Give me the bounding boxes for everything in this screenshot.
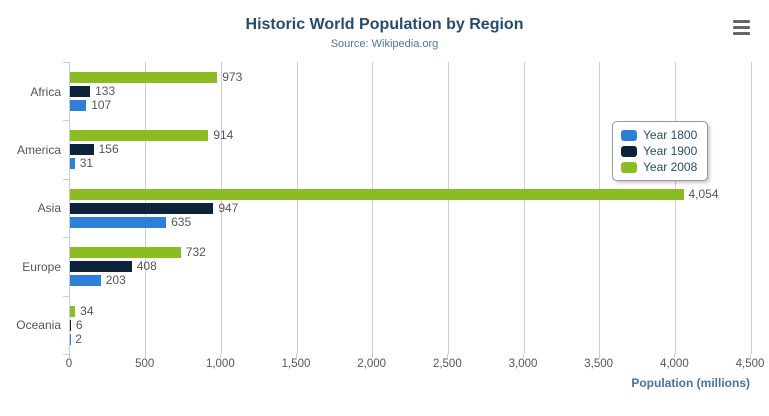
category-axis-tick	[63, 354, 69, 355]
data-label: 34	[80, 303, 94, 318]
legend-item-year-1900[interactable]: Year 1900	[621, 143, 697, 159]
x-axis-tick	[69, 354, 70, 358]
x-axis-tick	[371, 354, 373, 358]
legend-label: Year 1900	[643, 144, 698, 158]
bar-asia-year-2008[interactable]	[70, 188, 684, 200]
category-axis-tick	[63, 296, 69, 297]
x-axis-tick-label: 4,500	[735, 358, 765, 370]
gridline	[447, 62, 449, 354]
data-label: 973	[222, 70, 243, 84]
bar-oceania-year-2008[interactable]	[70, 305, 76, 317]
data-label: 6	[75, 317, 83, 332]
bar-africa-year-1900[interactable]	[70, 86, 91, 97]
bar-asia-year-1900[interactable]	[70, 202, 214, 214]
export-menu-button[interactable]	[733, 20, 750, 35]
x-axis-tick-label: 4,000	[659, 358, 689, 370]
hamburger-icon	[733, 20, 750, 23]
x-axis-tick	[523, 354, 524, 358]
category-axis-tick	[63, 120, 69, 121]
x-axis-tick-label: 2,000	[357, 358, 387, 370]
legend-item-year-1800[interactable]: Year 1800	[621, 127, 697, 143]
data-label: 947	[218, 200, 239, 215]
data-label: 914	[213, 128, 234, 143]
x-axis-tick	[296, 354, 297, 358]
legend-swatch	[621, 145, 637, 157]
x-axis-tick	[144, 354, 146, 358]
legend-item-year-2008[interactable]: Year 2008	[621, 159, 697, 175]
x-axis-tick-label: 1,000	[205, 358, 235, 370]
bar-america-year-1800[interactable]	[70, 158, 75, 170]
data-label: 2	[75, 331, 82, 346]
gridline	[599, 62, 601, 354]
legend-swatch	[621, 161, 637, 173]
category-axis-tick	[63, 62, 69, 63]
legend-swatch	[621, 129, 637, 141]
x-axis-tick-label: 500	[135, 358, 155, 370]
gridline	[750, 62, 752, 354]
chart-subtitle: Source: Wikipedia.org	[330, 38, 439, 50]
data-label: 732	[185, 245, 206, 260]
bar-africa-year-2008[interactable]	[70, 72, 218, 83]
data-label: 4,054	[688, 186, 719, 201]
data-label: 635	[171, 214, 192, 229]
bar-europe-year-1900[interactable]	[70, 261, 132, 273]
data-label: 133	[95, 84, 116, 98]
x-axis-tick-label: 3,500	[584, 358, 614, 370]
gridline	[372, 62, 374, 354]
data-label: 408	[136, 259, 157, 274]
category-label: Asia	[37, 201, 61, 216]
bar-africa-year-1800[interactable]	[70, 100, 87, 111]
bar-america-year-2008[interactable]	[70, 130, 209, 142]
x-axis-tick-label: 2,500	[432, 358, 462, 370]
legend-label: Year 2008	[643, 160, 698, 174]
category-label: America	[16, 142, 61, 157]
category-label: Africa	[30, 84, 61, 99]
legend: Year 1800 Year 1900 Year 2008	[612, 121, 709, 181]
bar-europe-year-1800[interactable]	[70, 275, 101, 287]
data-label: 203	[105, 273, 126, 288]
bar-america-year-1900[interactable]	[70, 144, 94, 156]
chart-title: Historic World Population by Region	[245, 16, 524, 33]
data-label: 156	[98, 142, 119, 157]
hamburger-icon	[733, 32, 750, 35]
bar-asia-year-1800[interactable]	[70, 216, 167, 228]
plot-area: 973 133 107 914 156 31 4,054 947 635 732 408 203 34 6…	[69, 62, 752, 354]
x-axis-tick	[447, 354, 449, 358]
bar-oceania-year-1900[interactable]	[70, 319, 71, 331]
x-axis-tick	[220, 354, 222, 358]
x-axis-tick	[598, 354, 600, 358]
x-axis-tick-label: 1,500	[281, 358, 311, 370]
category-axis-tick	[63, 179, 69, 180]
gridline	[523, 62, 525, 354]
x-axis-tick-label: 3,000	[508, 358, 538, 370]
x-axis-tick	[750, 354, 751, 358]
gridline	[220, 62, 222, 354]
legend-label: Year 1800	[643, 128, 698, 142]
category-label: Oceania	[16, 318, 61, 333]
gridline	[674, 62, 676, 354]
data-label: 31	[79, 156, 94, 171]
x-axis-title: Population (millions)	[631, 376, 750, 390]
hamburger-icon	[733, 26, 750, 29]
bar-europe-year-2008[interactable]	[70, 247, 181, 259]
category-label: Europe	[22, 259, 61, 274]
gridline	[296, 62, 298, 354]
data-label: 107	[91, 98, 112, 112]
x-axis-tick-label: 0	[65, 358, 73, 370]
x-axis-tick	[674, 354, 676, 358]
category-axis-tick	[63, 237, 69, 238]
